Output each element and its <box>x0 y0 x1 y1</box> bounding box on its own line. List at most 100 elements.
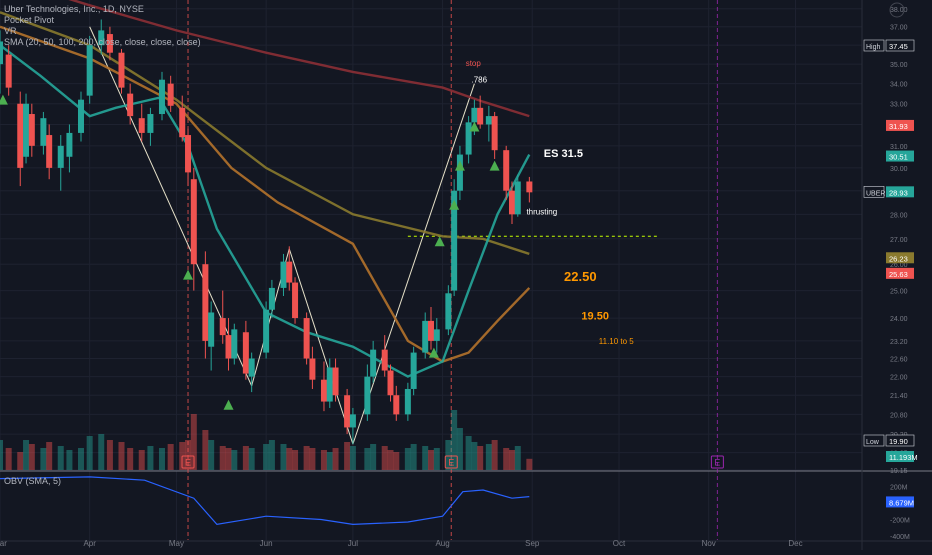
volume-bar <box>46 442 53 470</box>
volume-bar <box>219 446 226 470</box>
candle-body <box>127 93 134 117</box>
earnings-badge <box>710 455 724 469</box>
x-tick-label: Mar <box>0 539 7 548</box>
candle-body <box>190 179 197 265</box>
y-tick-label: 31.00 <box>890 144 908 151</box>
y-tick-label: 27.00 <box>890 237 908 244</box>
volume-bar <box>387 450 394 470</box>
price-tag-bg <box>885 434 915 447</box>
volume-bar <box>309 448 316 470</box>
chart-annotation: 11.10 to 5 <box>599 337 635 346</box>
obv-tick-label: -400M <box>890 534 910 541</box>
y-tick-label: 38.00 <box>890 7 908 14</box>
volume-bar <box>66 450 73 470</box>
volume-bar <box>280 444 287 470</box>
volume-bar <box>292 450 299 470</box>
volume-bar <box>248 448 255 470</box>
y-tick-label: 28.00 <box>890 212 908 219</box>
y-tick-label: 33.00 <box>890 102 908 109</box>
x-tick-label: Jul <box>348 539 358 548</box>
volume-bar <box>0 440 3 470</box>
candle-body <box>225 335 232 359</box>
candle-body <box>514 181 521 215</box>
price-tag-label: Low <box>866 439 880 446</box>
candle-body <box>309 358 316 380</box>
settings-icon <box>889 2 905 18</box>
x-tick-label: Aug <box>435 539 449 548</box>
volume-bar <box>231 450 238 470</box>
volume-bar <box>167 444 174 470</box>
legend-symbol[interactable]: Uber Technologies, Inc., 1D, NYSE <box>4 4 144 14</box>
volume-bar <box>28 444 35 470</box>
price-tag-value: 30.51 <box>889 153 908 162</box>
candle-body <box>404 388 411 415</box>
candle-body <box>280 261 287 288</box>
candle-body <box>445 293 452 330</box>
chart-annotation: .786 <box>471 76 487 85</box>
candle-body <box>344 395 351 428</box>
volume-bar <box>445 440 452 470</box>
volume-bar <box>23 440 30 470</box>
y-tick-label: 37.00 <box>890 25 908 32</box>
candle-body <box>208 312 215 347</box>
obv-legend[interactable]: OBV (SMA, 5) <box>4 476 62 486</box>
sma-line <box>68 0 530 118</box>
x-tick-label: Apr <box>83 539 96 548</box>
y-tick-label: 22.60 <box>890 357 908 364</box>
volume-bar <box>508 450 515 470</box>
volume-bar <box>98 434 105 470</box>
legend-vr[interactable]: VR <box>4 26 17 36</box>
volume-bar <box>147 446 154 470</box>
candle-body <box>86 45 93 96</box>
legend-sma[interactable]: SMA (20, 50, 100, 200, close, close, clo… <box>4 37 201 47</box>
pocket-pivot-marker <box>449 199 460 210</box>
candle-body <box>202 264 209 341</box>
volume-bar <box>526 458 533 470</box>
candle-body <box>263 309 270 353</box>
trend-line <box>352 83 475 445</box>
legend-pocket-pivot[interactable]: Pocket Pivot <box>4 15 55 25</box>
x-tick-label: Sep <box>525 539 540 548</box>
candle-body <box>326 367 333 402</box>
volume-bar <box>404 448 411 470</box>
volume-bar <box>456 428 463 470</box>
candle-body <box>0 41 3 65</box>
y-tick-label: 24.00 <box>890 316 908 323</box>
y-tick-label: 23.20 <box>890 339 908 346</box>
volume-bar <box>158 448 165 470</box>
earnings-label: E <box>714 458 720 468</box>
volume-bar <box>471 442 478 470</box>
sma-line <box>0 25 531 363</box>
candle-body <box>428 320 434 341</box>
y-tick-label: 26.00 <box>890 262 908 269</box>
candle-body <box>471 107 478 123</box>
volume-bar <box>451 410 458 470</box>
price-tag-bg <box>886 451 914 462</box>
volume-bar <box>344 442 351 470</box>
volume-bar <box>433 448 440 470</box>
candle-body <box>503 150 510 191</box>
price-tag-value: 19.90 <box>889 437 908 446</box>
chart-annotation: 22.50 <box>564 269 597 284</box>
candle-body <box>23 103 30 157</box>
y-tick-label: 30.00 <box>890 166 908 173</box>
candle-body <box>46 135 53 168</box>
volume-bar <box>5 448 12 470</box>
obv-value: 8.679M <box>889 498 914 507</box>
volume-bar <box>40 448 47 470</box>
volume-bar <box>225 448 232 470</box>
candle-body <box>57 145 64 168</box>
volume-bar <box>349 446 356 470</box>
volume-bar <box>503 448 510 470</box>
volume-bar <box>491 440 498 470</box>
volume-bar <box>477 446 484 470</box>
x-tick-label: Jun <box>260 539 273 548</box>
candle-body <box>286 261 293 283</box>
y-tick-label: 25.00 <box>890 289 908 296</box>
volume-bar <box>57 446 64 470</box>
price-tag-bg <box>886 267 914 279</box>
x-tick-label: Oct <box>613 539 626 548</box>
volume-bar <box>185 440 192 470</box>
